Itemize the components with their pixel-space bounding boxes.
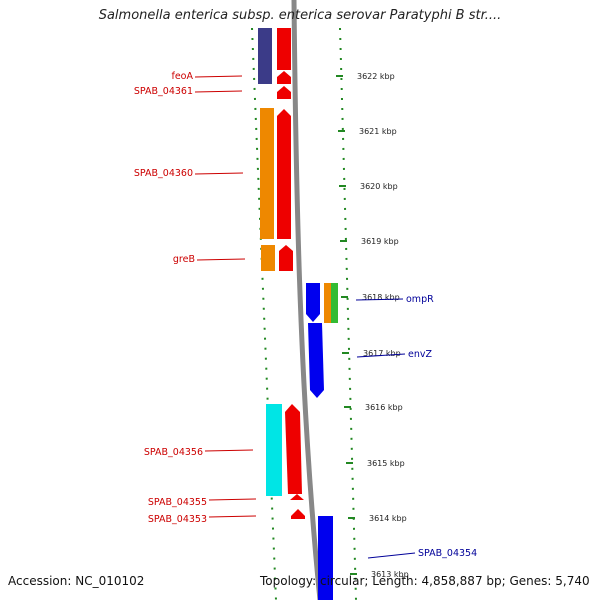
gene-callout-line [355, 298, 404, 301]
gene-label[interactable]: greB [173, 254, 195, 265]
accession-text: Accession: NC_010102 [8, 574, 145, 588]
left-gene-callouts: feoA SPAB_04361 SPAB_04360 greB SPAB_04356 SP… [134, 71, 257, 525]
gene-feature-SPAB_04355[interactable] [290, 494, 304, 500]
gene-feature-purple[interactable] [258, 28, 272, 72]
gene-feature-envZ[interactable] [308, 323, 324, 398]
gene-feature-orange-SPAB_04360[interactable] [260, 108, 274, 239]
gene-label[interactable]: envZ [408, 349, 432, 360]
gene-label[interactable]: SPAB_04360 [134, 168, 193, 179]
gene-feature-SPAB_04354[interactable] [318, 516, 333, 600]
backbone [291, 0, 323, 601]
gene-feature-orange-greB[interactable] [261, 245, 275, 271]
gene-label[interactable]: SPAB_04356 [144, 447, 203, 458]
gene-callout-line [367, 552, 416, 559]
gene-feature-red-feoA[interactable] [277, 71, 291, 84]
gene-label[interactable]: SPAB_04355 [148, 497, 207, 508]
gene-callout-line [208, 498, 257, 501]
gene-callout-line [194, 172, 244, 175]
scale-label: 3621 kbp [359, 127, 397, 136]
gene-label[interactable]: SPAB_04361 [134, 86, 193, 97]
gene-feature-SPAB_04356[interactable] [285, 404, 302, 494]
gene-feature-SPAB_04361[interactable] [277, 86, 291, 99]
right-guide-track [339, 27, 357, 601]
gene-feature-SPAB_04360[interactable] [277, 109, 291, 239]
gene-callout-line [356, 353, 406, 358]
gene-feature-ompR[interactable] [306, 283, 320, 322]
gene-callout-line [194, 90, 243, 93]
scale-label: 3613 kbp [371, 570, 409, 579]
organism-title: Salmonella enterica subsp. enterica sero… [98, 8, 502, 23]
gene-callout-line [204, 449, 254, 452]
gene-label[interactable]: ompR [406, 294, 434, 305]
gene-feature-orange-ompR[interactable] [324, 283, 331, 323]
scale-label: 3614 kbp [369, 514, 407, 523]
right-strand-features[interactable] [306, 283, 338, 600]
genome-summary-text: Topology: circular; Length: 4,858,887 bp… [260, 574, 590, 588]
backbone-line [291, 0, 323, 601]
gene-feature-red-top[interactable] [277, 28, 291, 70]
scale-label: 3620 kbp [360, 182, 398, 191]
scale-label: 3615 kbp [367, 459, 405, 468]
right-gene-callouts: ompR envZ SPAB_04354 [355, 294, 477, 559]
gene-feature-green-ompR[interactable] [331, 283, 338, 323]
gene-callout-line [208, 515, 257, 518]
gene-feature-cyan-SPAB_04356[interactable] [266, 404, 282, 496]
scale-label: 3618 kbp [362, 293, 400, 302]
gene-label[interactable]: feoA [171, 71, 193, 82]
gene-feature-feoA[interactable] [258, 72, 272, 84]
gene-label[interactable]: SPAB_04354 [418, 548, 477, 559]
gene-callout-line [194, 75, 243, 78]
gene-callout-line [196, 258, 246, 261]
gene-feature-greB[interactable] [279, 245, 293, 271]
scale-label: 3617 kbp [363, 349, 401, 358]
gene-feature-SPAB_04353[interactable] [291, 509, 305, 519]
left-strand-features[interactable] [258, 28, 305, 519]
kbp-scale: 3622 kbp 3621 kbp 3620 kbp 3619 kbp 3618 kbp… [336, 72, 409, 579]
scale-label: 3616 kbp [365, 403, 403, 412]
scale-label: 3622 kbp [357, 72, 395, 81]
scale-label: 3619 kbp [361, 237, 399, 246]
gene-label[interactable]: SPAB_04353 [148, 514, 207, 525]
